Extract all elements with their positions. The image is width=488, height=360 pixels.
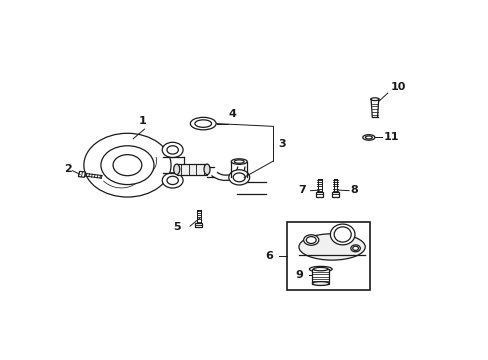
Text: 6: 6: [265, 251, 273, 261]
Ellipse shape: [84, 133, 171, 197]
Ellipse shape: [195, 120, 211, 127]
Ellipse shape: [162, 173, 183, 188]
Ellipse shape: [305, 237, 316, 243]
Polygon shape: [331, 192, 339, 197]
Text: 8: 8: [349, 185, 357, 195]
Ellipse shape: [203, 164, 210, 175]
Ellipse shape: [233, 173, 245, 182]
Ellipse shape: [101, 146, 154, 185]
Ellipse shape: [330, 224, 354, 245]
Ellipse shape: [166, 146, 178, 154]
Ellipse shape: [298, 234, 365, 260]
Text: 9: 9: [295, 270, 303, 280]
Ellipse shape: [333, 227, 350, 242]
Polygon shape: [195, 222, 202, 227]
Ellipse shape: [231, 159, 247, 164]
Ellipse shape: [370, 98, 378, 100]
Ellipse shape: [313, 267, 327, 271]
Text: 5: 5: [173, 222, 180, 232]
Text: 11: 11: [383, 132, 399, 143]
Polygon shape: [78, 171, 85, 177]
Ellipse shape: [352, 246, 358, 251]
Bar: [176, 164, 206, 175]
Ellipse shape: [173, 164, 180, 175]
Ellipse shape: [365, 136, 371, 139]
Text: 4: 4: [228, 109, 236, 118]
Ellipse shape: [228, 170, 249, 185]
Ellipse shape: [166, 176, 178, 185]
Ellipse shape: [312, 282, 328, 285]
Ellipse shape: [162, 142, 183, 158]
Bar: [286, 222, 369, 290]
Ellipse shape: [303, 235, 318, 245]
Text: 2: 2: [64, 164, 72, 174]
Ellipse shape: [362, 135, 374, 140]
Ellipse shape: [350, 245, 360, 252]
Text: 3: 3: [277, 139, 285, 149]
Bar: [312, 269, 328, 284]
Ellipse shape: [234, 160, 244, 163]
Ellipse shape: [309, 266, 331, 272]
Ellipse shape: [113, 155, 142, 176]
Ellipse shape: [190, 117, 216, 130]
Polygon shape: [315, 192, 323, 197]
Text: 1: 1: [139, 116, 146, 126]
Text: 7: 7: [298, 185, 305, 195]
Text: 10: 10: [390, 82, 406, 92]
